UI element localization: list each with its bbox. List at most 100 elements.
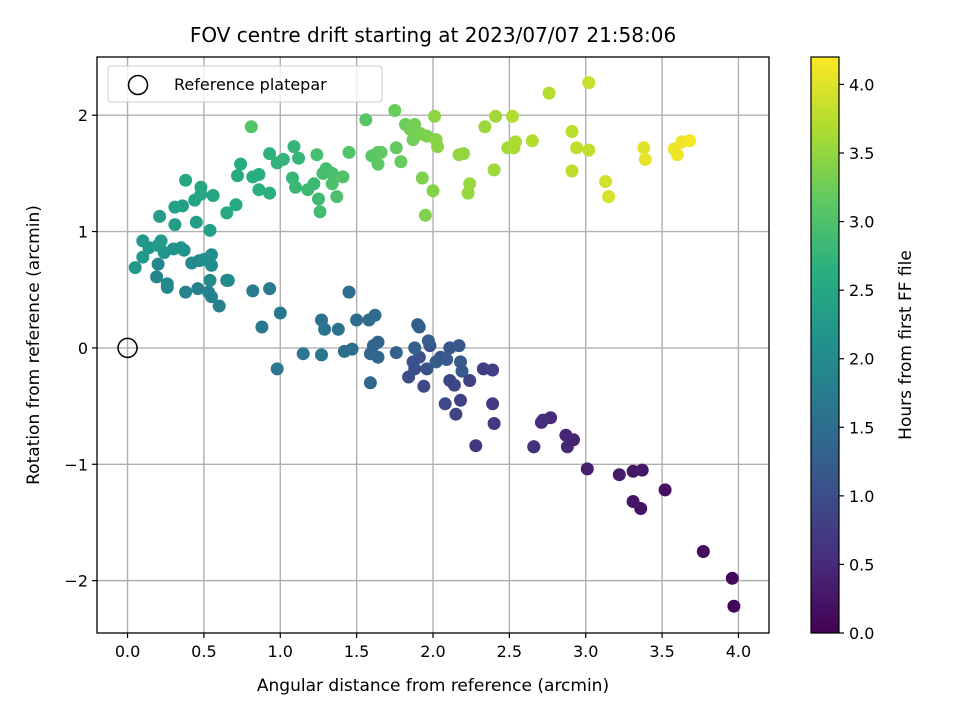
data-point (252, 168, 266, 181)
data-point (525, 134, 539, 148)
data-point (312, 192, 325, 206)
colorbar-tick-label: 3.5 (849, 144, 874, 163)
data-point (359, 113, 373, 127)
data-point (202, 285, 215, 299)
data-point (179, 173, 193, 187)
data-point (487, 163, 501, 177)
data-point (727, 599, 741, 613)
colorbar (810, 56, 840, 634)
data-point (315, 348, 328, 362)
data-point (206, 189, 220, 202)
data-point (363, 376, 377, 390)
data-point (486, 397, 500, 411)
data-point (457, 147, 470, 161)
data-point (342, 285, 356, 299)
data-point (389, 141, 403, 155)
reference-platepar-marker (117, 337, 138, 359)
data-point (463, 374, 477, 387)
y-axis-ticks: −2 −1 0 1 2 (64, 106, 97, 591)
data-point (336, 170, 350, 184)
x-axis-label: Angular distance from reference (arcmin) (257, 676, 609, 696)
data-point (489, 109, 503, 123)
data-point (536, 413, 550, 427)
data-point (205, 248, 218, 262)
x-tick-label: 3.0 (573, 642, 598, 661)
data-point (246, 284, 260, 298)
data-point (638, 152, 652, 166)
x-tick-label: 1.0 (268, 642, 293, 661)
data-point (463, 177, 477, 191)
colorbar-tick-label: 0.0 (849, 624, 874, 643)
data-point (325, 177, 339, 191)
data-point (696, 545, 710, 558)
data-point (487, 417, 501, 430)
colorbar-tick-label: 2.0 (849, 350, 874, 369)
data-point (420, 362, 434, 376)
data-point (560, 440, 574, 454)
data-point (440, 353, 454, 366)
legend-label: Reference platepar (174, 75, 327, 94)
data-point (559, 428, 573, 442)
x-tick-label: 3.5 (649, 642, 674, 661)
data-point (371, 157, 385, 171)
data-point (602, 190, 616, 204)
data-point (179, 285, 193, 299)
y-tick-label: 1 (78, 223, 88, 242)
data-point (449, 407, 463, 421)
data-point (292, 151, 306, 165)
colorbar-ticks: 0.0 0.5 1.0 1.5 2.0 2.5 3.0 3.5 4.0 (839, 75, 874, 643)
data-point (136, 250, 150, 264)
data-point (221, 273, 235, 287)
data-point (478, 120, 492, 134)
data-point (670, 148, 684, 162)
data-point (438, 397, 452, 411)
chart-title: FOV centre drift starting at 2023/07/07 … (190, 23, 676, 47)
data-point (263, 282, 277, 296)
data-point (565, 164, 579, 178)
data-point (212, 299, 226, 313)
data-point (154, 234, 168, 248)
data-point (683, 134, 697, 148)
y-tick-label: 2 (78, 106, 88, 125)
data-point (428, 109, 441, 123)
data-point (612, 468, 626, 482)
data-point (153, 209, 167, 223)
data-point (362, 313, 376, 327)
legend: Reference platepar (107, 65, 383, 103)
data-point (406, 355, 420, 369)
colorbar-tick-label: 2.5 (849, 281, 874, 300)
colorbar-tick-label: 4.0 (849, 75, 874, 94)
data-point (350, 313, 364, 327)
x-tick-label: 0.0 (115, 642, 140, 661)
data-point (318, 322, 332, 336)
data-point (342, 145, 356, 159)
data-point (635, 463, 649, 477)
data-point (542, 86, 556, 100)
data-point (431, 140, 445, 154)
y-tick-label: −2 (64, 572, 88, 591)
data-point (168, 200, 182, 214)
data-point (363, 347, 377, 361)
data-point (452, 339, 466, 353)
data-point (454, 393, 467, 407)
data-point (191, 282, 205, 296)
data-point (325, 166, 339, 180)
data-point (582, 143, 596, 157)
colorbar-tick-label: 1.0 (849, 487, 874, 506)
data-point (234, 157, 248, 171)
data-point (412, 320, 426, 334)
data-point (263, 186, 277, 200)
data-point (136, 234, 150, 248)
y-tick-label: 0 (78, 339, 88, 358)
data-point (599, 175, 613, 188)
data-point (388, 104, 402, 117)
data-point (252, 183, 266, 197)
data-point (231, 169, 244, 183)
data-point (469, 439, 483, 453)
data-point (151, 257, 165, 271)
data-point (263, 147, 277, 161)
data-point (509, 135, 522, 149)
data-point (394, 155, 408, 169)
data-point (313, 205, 327, 219)
data-point (408, 341, 422, 355)
